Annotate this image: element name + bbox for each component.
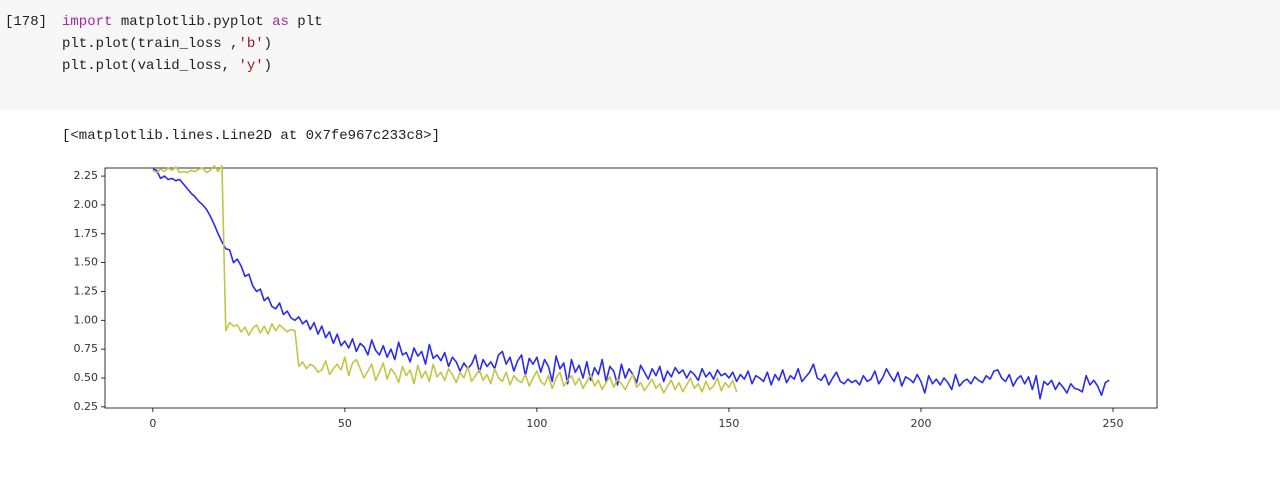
execution-count: [178] (5, 14, 48, 30)
keyword: import (62, 14, 113, 30)
y-tick-label: 2.00 (74, 198, 99, 211)
x-tick-label: 200 (910, 417, 931, 430)
string: 'b' (238, 36, 264, 52)
code-token: plt (288, 14, 323, 30)
x-tick-label: 50 (338, 417, 352, 430)
y-tick-label: 1.75 (74, 227, 99, 240)
code-token: plt.plot(train_loss , (62, 36, 239, 52)
y-tick-label: 1.25 (74, 284, 99, 297)
code-line: import matplotlib.pyplot as plt (62, 14, 322, 30)
y-tick-label: 0.50 (74, 371, 99, 384)
x-tick-label: 100 (526, 417, 547, 430)
code-token: matplotlib.pyplot (112, 14, 273, 30)
x-tick-label: 0 (149, 417, 156, 430)
code-cell: [178] import matplotlib.pyplot as plt pl… (0, 0, 1280, 110)
code-token: ) (263, 36, 273, 52)
x-tick-label: 150 (718, 417, 739, 430)
cell-output: [<matplotlib.lines.Line2D at 0x7fe967c23… (62, 128, 441, 144)
code-token: plt.plot(valid_loss, (62, 58, 239, 74)
string: 'y' (238, 58, 264, 74)
code-token: ) (263, 58, 273, 74)
keyword: as (272, 14, 289, 30)
y-tick-label: 0.75 (74, 342, 99, 355)
x-tick-label: 250 (1103, 417, 1124, 430)
loss-line (152, 168, 1110, 400)
y-tick-label: 2.25 (74, 169, 99, 182)
y-tick-label: 1.50 (74, 256, 99, 269)
code-line: plt.plot(train_loss ,'b') (62, 36, 272, 52)
loss-line (152, 164, 738, 394)
code-line: plt.plot(valid_loss, 'y') (62, 58, 272, 74)
y-tick-label: 0.25 (74, 400, 99, 413)
plot-area (104, 167, 1158, 409)
y-tick-label: 1.00 (74, 313, 99, 326)
